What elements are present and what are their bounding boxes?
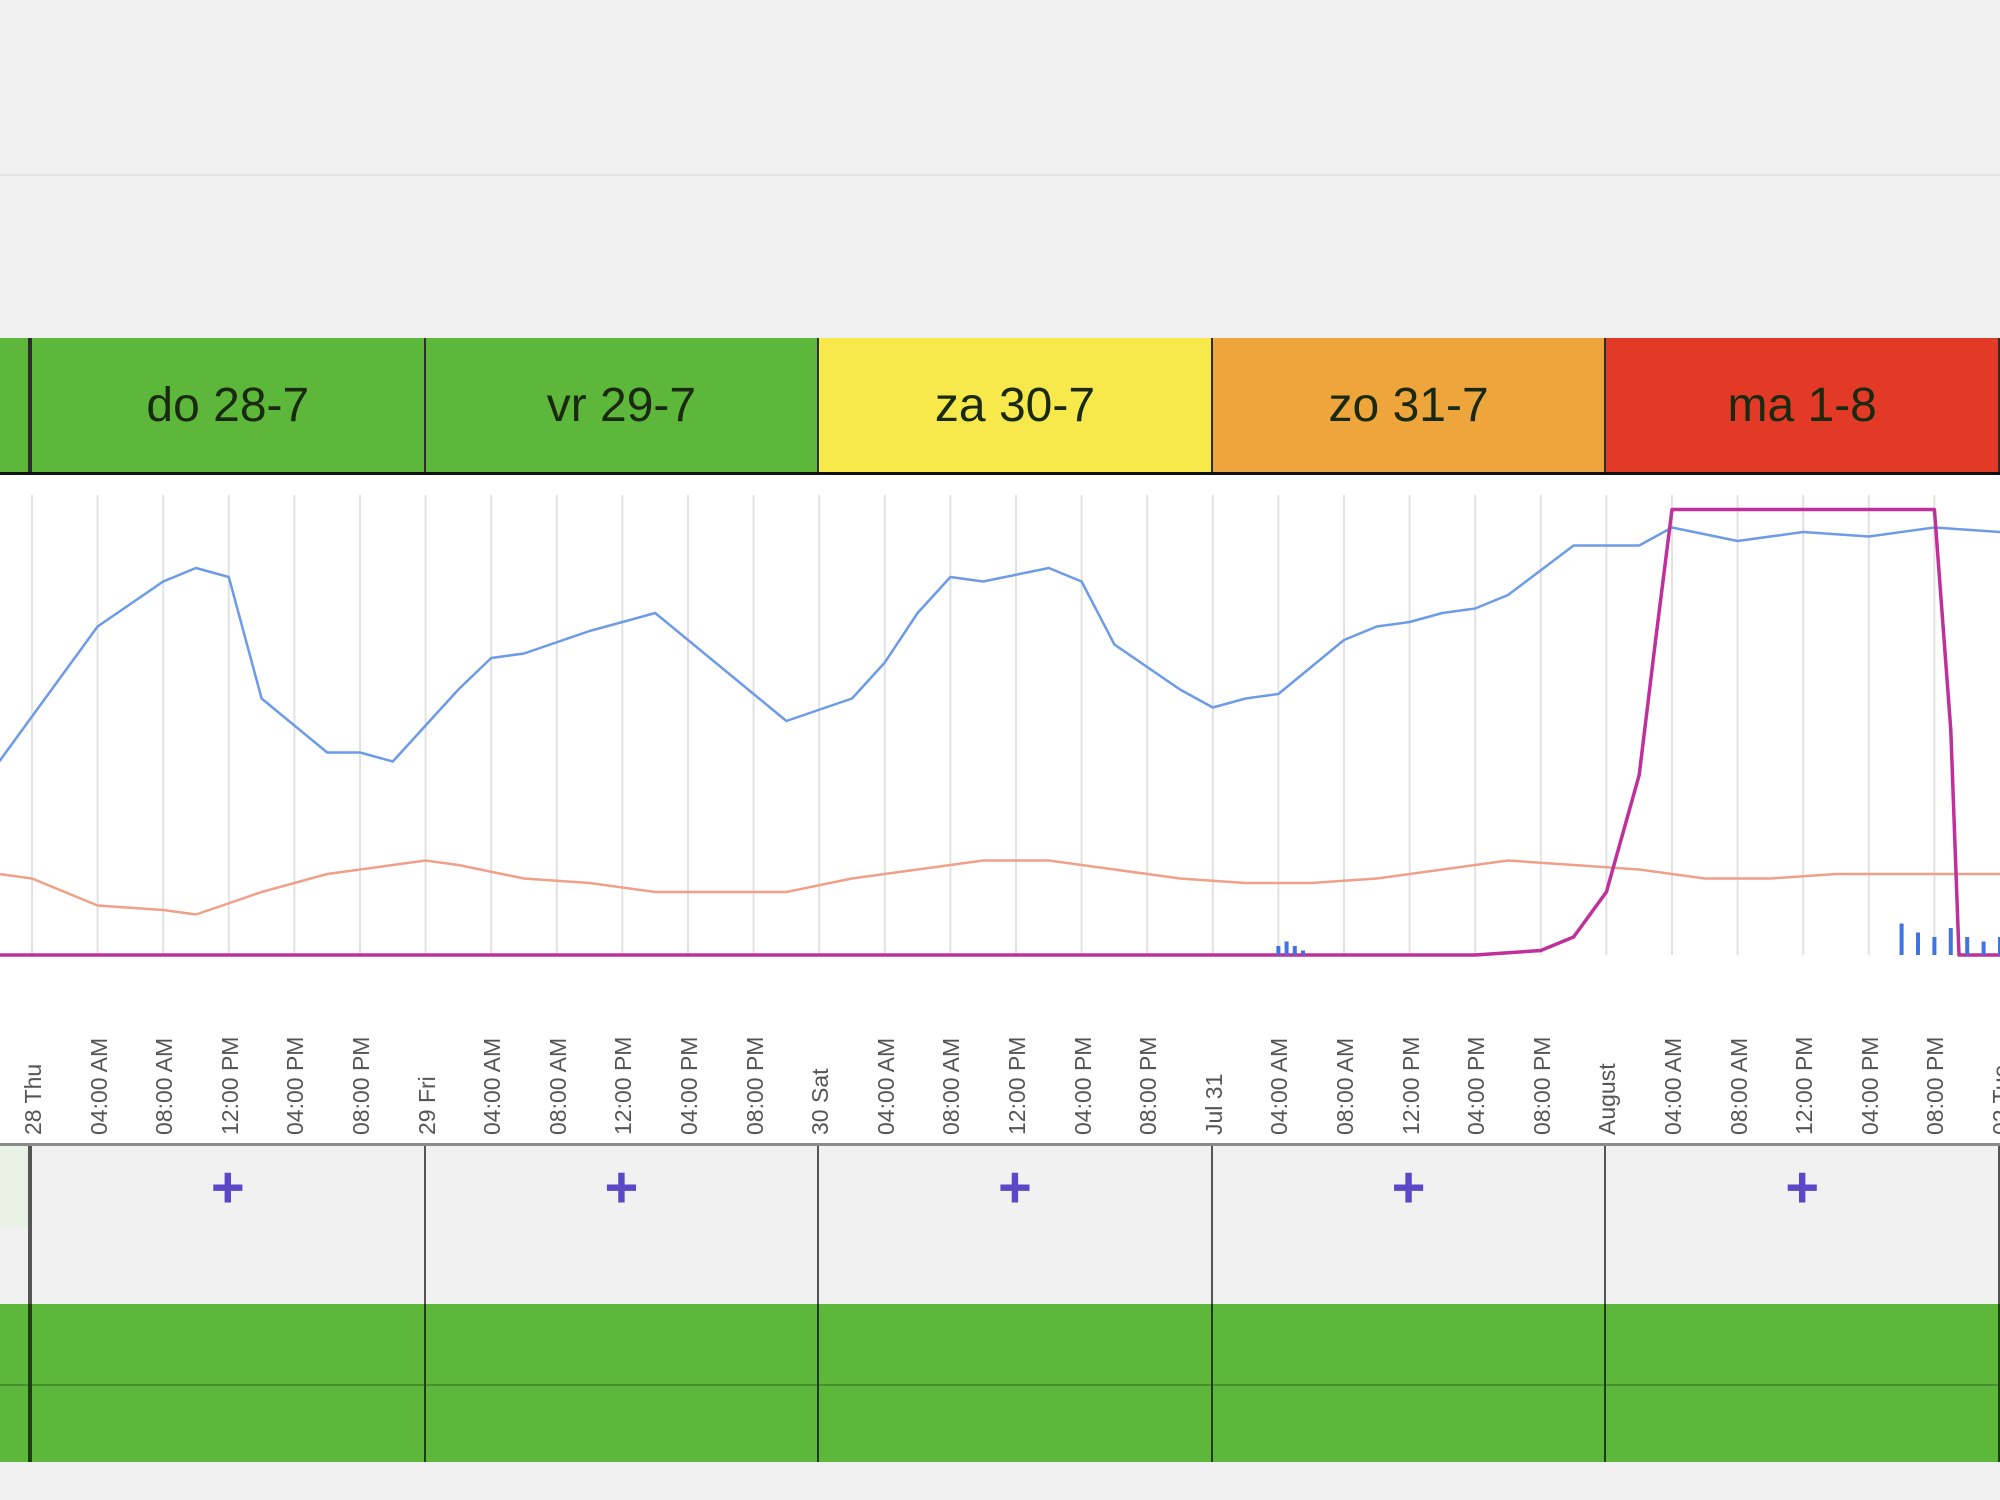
day-header-1[interactable]: vr 29-7 [425,338,820,472]
add-cell-previous [0,1146,32,1229]
x-tick-label: 04:00 AM [85,1037,112,1135]
precip-bar [1899,923,1904,955]
empty-row [0,1228,2000,1306]
add-entry-button[interactable]: + [1213,1146,1607,1229]
status-cell [32,1304,426,1462]
empty-cell-previous [0,1228,32,1304]
chart-canvas [0,495,2000,957]
x-tick-label: 08:00 AM [1332,1037,1358,1135]
precip-bar [1284,941,1289,955]
x-tick-label: 04:00 AM [1660,1037,1686,1135]
precip-bar [1981,941,1986,955]
day-header-3[interactable]: zo 31-7 [1212,338,1607,472]
precip-bar [1916,932,1920,955]
x-tick-label: 04:00 AM [479,1037,506,1135]
precip-bar [1998,937,2000,955]
x-tick-label: 08:00 PM [1528,1036,1555,1135]
x-tick-label: 08:00 AM [1725,1037,1752,1135]
add-entry-button[interactable]: + [32,1146,426,1229]
x-tick-label: 04:00 AM [872,1037,899,1135]
day-header-4[interactable]: ma 1-8 [1606,338,2000,472]
add-entry-button[interactable]: + [426,1146,820,1229]
x-tick-label: 08:00 PM [1135,1036,1162,1135]
x-tick-label: 04:00 PM [1463,1036,1490,1135]
x-tick-label: 08:00 PM [348,1036,374,1135]
x-tick-label: 04:00 PM [1069,1036,1096,1135]
toolbar-divider [0,174,2000,176]
day-header-previous[interactable] [0,338,32,472]
x-tick-label: 08:00 AM [544,1037,571,1135]
precip-bar [1276,946,1281,955]
x-tick-label: 04:00 PM [1856,1036,1883,1135]
empty-cell [1606,1228,2000,1304]
status-cell [1606,1304,2000,1462]
x-tick-label: August [1594,1063,1621,1135]
x-tick-label: 02 Tue [1988,1064,2000,1135]
empty-cell [819,1228,1213,1304]
x-tick-label: 04:00 PM [282,1036,309,1135]
precip-bar [1301,950,1305,955]
x-tick-label: 30 Sat [807,1068,834,1136]
x-tick-label: 28 Thu [20,1063,46,1135]
add-entry-button[interactable]: + [1606,1146,2000,1229]
precip-bar [1292,946,1297,955]
status-row [0,1304,2000,1462]
x-tick-label: 29 Fri [413,1076,440,1135]
x-tick-label: 12:00 PM [1397,1036,1424,1135]
x-tick-label: 12:00 PM [610,1036,637,1135]
x-tick-label: 08:00 PM [741,1036,768,1135]
precip-bar [1932,937,1937,955]
series-line-2 [0,507,2000,957]
precip-bar [1948,928,1953,955]
status-cell [819,1304,1213,1462]
empty-cell [32,1228,426,1304]
empty-cell [426,1228,820,1304]
empty-cell [1213,1228,1607,1304]
x-tick-label: 12:00 PM [1791,1036,1818,1135]
x-tick-label: 12:00 PM [1004,1036,1030,1135]
x-tick-label: 08:00 AM [151,1037,178,1135]
status-row-divider [0,1384,2000,1386]
add-row: + + + + + [0,1143,2000,1231]
day-header-0[interactable]: do 28-7 [32,338,426,472]
x-tick-label: 08:00 AM [938,1037,965,1135]
day-header-2[interactable]: za 30-7 [819,338,1213,472]
x-tick-label: Jul 31 [1200,1073,1227,1135]
series-line-0 [0,526,2000,763]
add-entry-button[interactable]: + [819,1146,1213,1229]
x-tick-label: 04:00 PM [676,1036,702,1135]
forecast-chart: 08:00 PM 28 Thu 04:00 AM 08:00 AM 12:00 PM 04… [0,475,2000,1145]
x-tick-label: 12:00 PM [216,1036,243,1135]
status-cell [426,1304,820,1462]
series-line-1 [0,859,2000,916]
x-tick-label: 04:00 AM [1266,1037,1293,1135]
status-cell [1213,1304,1607,1462]
status-cell-previous [0,1304,32,1462]
day-header-row: do 28-7 vr 29-7 za 30-7 zo 31-7 ma 1-8 [0,338,2000,475]
precip-bar [1965,937,1970,955]
x-tick-label: 08:00 PM [1922,1036,1949,1135]
